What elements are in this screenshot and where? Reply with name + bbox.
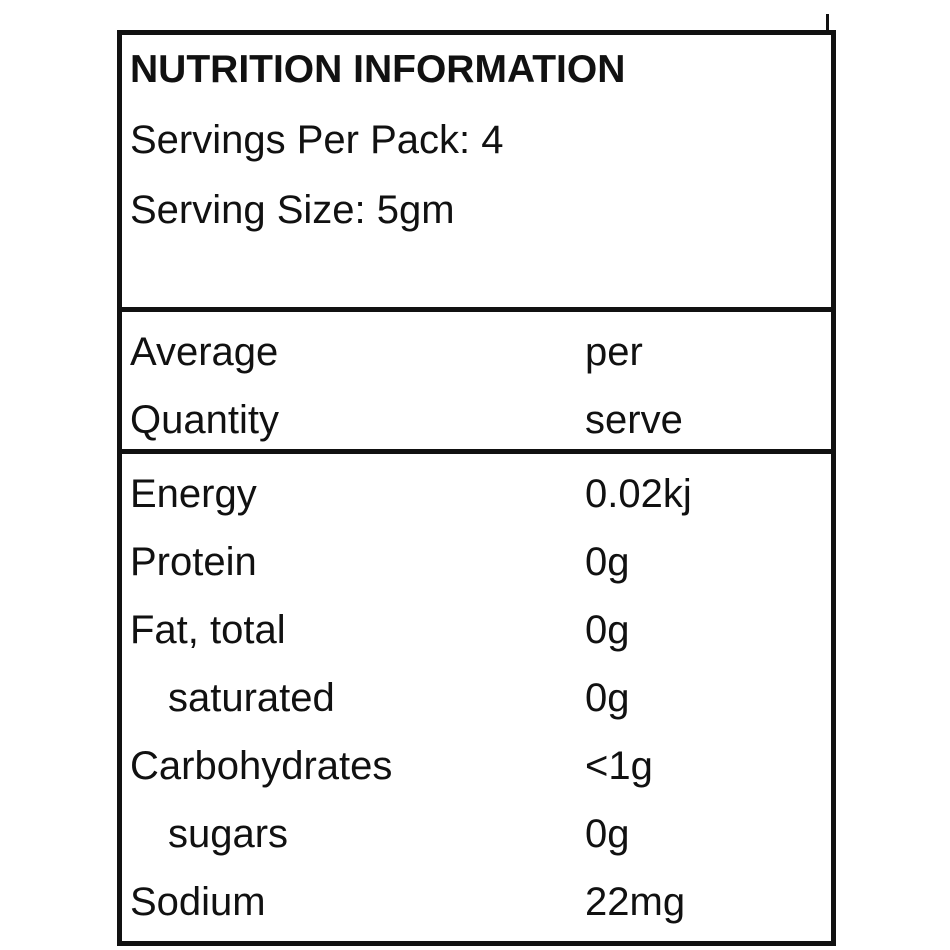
nutrient: Sodium	[130, 880, 266, 924]
nutrient: Fat, total	[130, 608, 286, 652]
amount: 0g	[585, 540, 630, 584]
amount: 0g	[585, 812, 630, 856]
serving-size: Serving Size: 5gm	[130, 188, 455, 232]
column-header: Average	[130, 330, 279, 374]
amount: 22mg	[585, 880, 686, 924]
border-tick	[826, 14, 829, 32]
title: NUTRITION INFORMATION	[130, 48, 626, 91]
nutrient: saturated	[168, 676, 335, 720]
amount: 0g	[585, 676, 630, 720]
column-header: serve	[585, 398, 683, 442]
nutrient: Protein	[130, 540, 257, 584]
label-border	[117, 30, 836, 946]
divider	[117, 307, 831, 312]
nutrient: Carbohydrates	[130, 744, 393, 788]
amount: 0g	[585, 608, 630, 652]
nutrient: sugars	[168, 812, 289, 856]
amount: <1g	[585, 744, 653, 788]
divider	[117, 449, 831, 454]
nutrient: Energy	[130, 472, 257, 516]
servings-per-pack: Servings Per Pack: 4	[130, 118, 504, 162]
column-header: per	[585, 330, 643, 374]
amount: 0.02kj	[585, 472, 692, 516]
column-header: Quantity	[130, 398, 279, 442]
